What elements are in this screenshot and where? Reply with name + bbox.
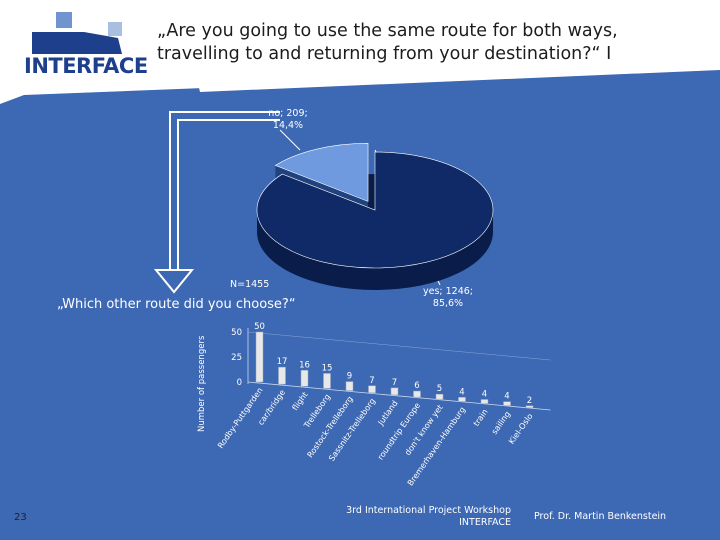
bar-category-label: sailing [490, 410, 512, 436]
footer-workshop-line2: INTERFACE [459, 517, 511, 528]
slide-title: „Are you going to use the same route for… [157, 21, 618, 64]
bar-value-label: 4 [482, 390, 487, 400]
bar-category-label: train [472, 407, 490, 427]
bar-12 [525, 405, 534, 409]
bar-value-label: 15 [322, 363, 333, 373]
bar-10 [480, 399, 489, 404]
bar-value-label: 9 [347, 372, 352, 382]
bar-4 [345, 381, 354, 391]
bar-category-label: Rodby-Puttgarden [216, 386, 265, 450]
pie-chart [153, 111, 494, 294]
bar-y-axis-label: Number of passengers [197, 335, 207, 432]
bar-value-label: 17 [277, 357, 288, 367]
bar-value-label: 2 [527, 396, 532, 406]
pie-slice-no [274, 143, 369, 202]
pie-n-label: N=1455 [230, 279, 270, 290]
pie-slice-yes [256, 151, 494, 269]
bar-value-label: 50 [254, 322, 265, 332]
footer-workshop: 3rd International Project Workshop INTER… [330, 505, 511, 529]
bar-3 [323, 373, 331, 389]
bar-y-tick-label: 50 [231, 328, 242, 338]
footer-workshop-line1: 3rd International Project Workshop [346, 505, 511, 516]
bar-chart: Number of passengers 0255050Rodby-Puttga… [197, 322, 551, 488]
bar-value-label: 16 [299, 360, 310, 370]
connector-arrowhead [153, 269, 195, 294]
bar-11 [503, 401, 511, 406]
bar-category-label: roundtrip Europe [376, 401, 422, 462]
bar-chart-subtitle: „Which other route did you choose?“ [57, 297, 296, 312]
bar-value-label: 6 [414, 381, 419, 391]
bar-y-tick-label: 0 [237, 378, 242, 388]
bar-6 [390, 387, 399, 396]
pie-label-no-percent: 14,4% [272, 120, 304, 131]
pie-label-yes: yes; 1246; 85,6% [416, 286, 480, 310]
pie-label-no: no; 209; 14,4% [256, 108, 320, 132]
bar-category-label: Rostock-Trelleborg [306, 395, 355, 460]
bar-gridline [247, 331, 551, 361]
slide-number: 23 [14, 512, 27, 523]
bar-value-label: 4 [504, 392, 509, 402]
no-leader-line [279, 129, 301, 151]
interface-logo [32, 12, 122, 54]
bar-9 [458, 397, 466, 402]
bar-1 [278, 366, 286, 385]
bar-y-tick-label: 25 [231, 353, 242, 363]
footer-author: Prof. Dr. Martin Benkenstein [534, 511, 667, 522]
logo-text: INTERFACE [24, 54, 148, 78]
bar-x-axis [247, 381, 551, 411]
bar-value-label: 5 [437, 384, 442, 394]
pie-label-yes-text: yes; 1246; [422, 286, 473, 297]
bar-category-label: Jutland [376, 399, 400, 428]
bar-category-label: Sassnitz-Trelleborg [327, 397, 377, 463]
bar-0 [255, 331, 264, 383]
bar-value-label: 7 [369, 376, 374, 386]
bar-5 [368, 385, 376, 393]
bar-category-label: flight [290, 390, 309, 412]
bar-7 [413, 390, 421, 398]
pie-label-no-text: no; 209; [268, 108, 308, 119]
bar-category-label: Kiel-Oslo [507, 412, 535, 446]
bar-value-label: 7 [392, 378, 397, 388]
bar-8 [435, 393, 444, 400]
bar-2 [300, 370, 309, 387]
pie-label-yes-percent: 85,6% [432, 298, 464, 309]
bar-value-label: 4 [459, 387, 464, 397]
